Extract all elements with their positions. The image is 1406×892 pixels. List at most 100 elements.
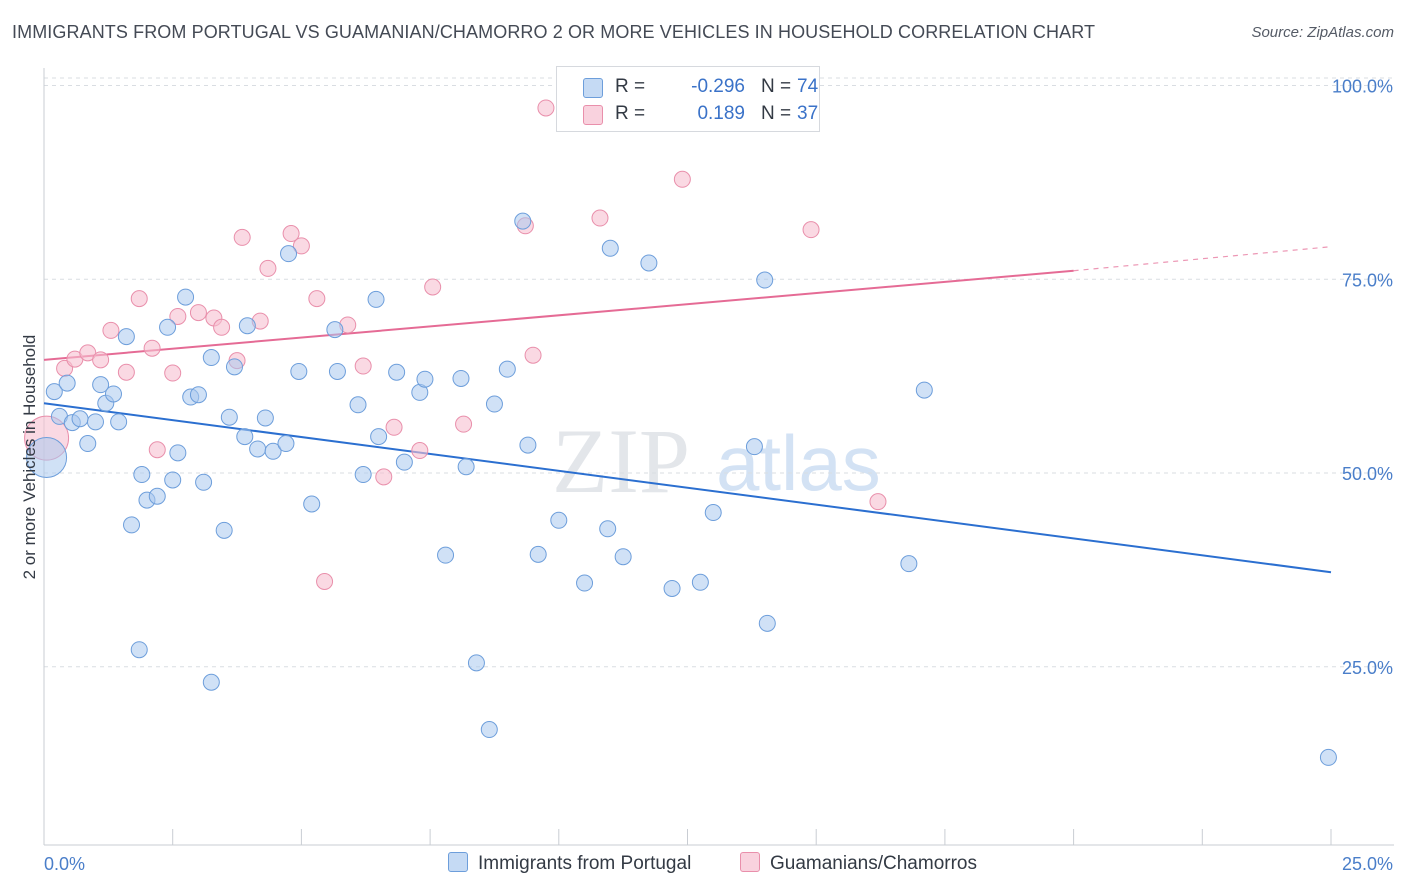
data-point-guamanians [869, 493, 887, 511]
data-point-portugal [290, 362, 308, 380]
y-tick-label: 75.0% [1342, 270, 1393, 290]
data-point-portugal [202, 349, 220, 367]
data-point-portugal [457, 458, 475, 476]
data-point-portugal [92, 376, 110, 394]
data-point-portugal [354, 466, 372, 484]
data-point-portugal [367, 290, 385, 308]
data-point-guamanians [189, 304, 207, 322]
bottom-legend-guamanians: Guamanians/Chamorros [740, 852, 977, 875]
data-point-portugal [614, 548, 632, 566]
data-point-portugal [328, 362, 346, 380]
data-point-portugal [79, 435, 97, 453]
data-point-guamanians [537, 99, 555, 117]
data-point-portugal [238, 317, 256, 335]
data-point-portugal [576, 574, 594, 592]
data-point-portugal [45, 383, 63, 401]
data-point-portugal [202, 673, 220, 691]
series-portugal-points [26, 212, 1337, 766]
data-point-portugal [756, 271, 774, 289]
chart-title: IMMIGRANTS FROM PORTUGAL VS GUAMANIAN/CH… [12, 22, 1096, 42]
data-point-portugal [915, 381, 933, 399]
zipatlas-watermark: ZIP atlas [552, 410, 881, 512]
legend-swatch-blue [583, 78, 603, 98]
data-point-guamanians [148, 441, 166, 459]
x-tick-label: 25.0% [1342, 854, 1393, 874]
data-point-portugal [395, 453, 413, 471]
source-attribution: Source: ZipAtlas.com [1251, 24, 1394, 41]
legend-swatch-pink [583, 105, 603, 125]
data-point-portugal [519, 436, 537, 454]
data-point-guamanians [673, 170, 691, 188]
data-point-portugal [704, 504, 722, 522]
data-point-portugal [326, 321, 344, 339]
trend-line-portugal [43, 402, 1332, 574]
data-point-guamanians [79, 344, 97, 362]
legend-r-label: R = [615, 76, 646, 97]
data-point-portugal [86, 413, 104, 431]
data-point-guamanians [411, 442, 429, 460]
y-tick-label: 50.0% [1342, 464, 1393, 484]
grid-lines [44, 77, 1394, 668]
data-point-portugal [900, 555, 918, 573]
data-point-portugal [133, 466, 151, 484]
data-point-portugal [277, 435, 295, 453]
data-point-portugal [388, 363, 406, 381]
legend-n-value: 37 [797, 103, 819, 124]
bottom-legend-swatch-pink [740, 852, 760, 872]
y-tick-label: 25.0% [1342, 658, 1393, 678]
data-point-portugal [130, 641, 148, 659]
data-point-portugal [71, 410, 89, 428]
data-point-guamanians [802, 221, 820, 239]
data-point-portugal [58, 374, 76, 392]
data-point-portugal [467, 654, 485, 672]
data-point-portugal [110, 413, 128, 431]
bottom-legend-swatch-blue [448, 852, 468, 872]
data-point-guamanians [164, 364, 182, 382]
data-point-portugal [485, 395, 503, 413]
data-point-portugal [349, 396, 367, 414]
legend-n-value: 74 [797, 76, 819, 97]
data-point-portugal [117, 328, 135, 346]
legend-r-value: 0.189 [697, 103, 745, 124]
data-point-guamanians [143, 339, 161, 357]
data-point-portugal [280, 245, 298, 263]
data-point-guamanians [424, 278, 442, 296]
data-point-guamanians [130, 290, 148, 308]
bottom-legend-label-guamanians: Guamanians/Chamorros [770, 853, 977, 874]
data-point-portugal [529, 545, 547, 563]
data-point-portugal [691, 573, 709, 591]
watermark-zip: ZIP [552, 410, 690, 512]
data-point-guamanians [259, 259, 277, 277]
correlation-legend: R = -0.296 N = 74 R = 0.189 N = 37 [556, 66, 820, 132]
legend-r-value: -0.296 [691, 76, 745, 97]
data-point-portugal [437, 546, 455, 564]
trend-line-guamanians [43, 269, 1074, 361]
data-point-portugal [758, 614, 776, 632]
legend-n-label: N = [761, 103, 792, 124]
data-point-portugal [159, 318, 177, 336]
bottom-legend-portugal: Immigrants from Portugal [448, 852, 691, 875]
data-point-portugal [416, 370, 434, 388]
legend-n-label: N = [761, 76, 792, 97]
tick-labels: 25.0% 50.0% 75.0% 100.0% 0.0% 25.0% [44, 77, 1393, 875]
data-point-portugal [164, 471, 182, 489]
data-point-portugal [169, 444, 187, 462]
data-point-portugal [225, 358, 243, 376]
data-point-portugal [249, 440, 267, 458]
data-point-portugal [256, 409, 274, 427]
data-point-portugal [195, 473, 213, 491]
data-point-guamanians [292, 237, 310, 255]
data-point-portugal [303, 495, 321, 513]
data-point-portugal [601, 239, 619, 257]
data-point-portugal [123, 516, 141, 534]
data-point-guamanians [354, 357, 372, 375]
data-point-portugal [104, 385, 122, 403]
data-point-portugal [236, 428, 254, 446]
data-point-portugal [599, 520, 617, 538]
trend-line-guamanians-extension [1073, 246, 1332, 272]
data-point-portugal [220, 408, 238, 426]
data-point-guamanians [316, 573, 334, 590]
data-point-portugal [148, 487, 166, 505]
data-point-portugal [663, 579, 681, 597]
data-point-guamanians [455, 415, 473, 433]
